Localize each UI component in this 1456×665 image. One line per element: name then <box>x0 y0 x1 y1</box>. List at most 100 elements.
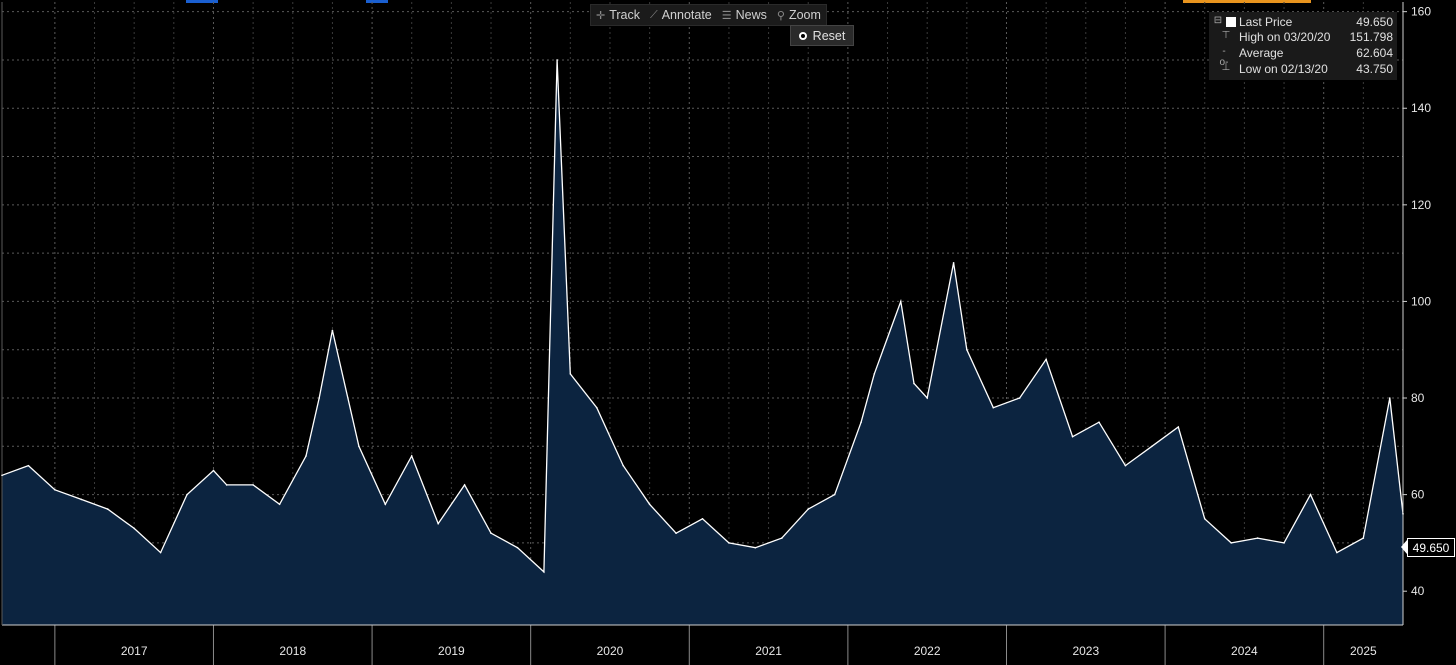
low-marker-icon: ⊥ <box>1221 62 1231 73</box>
low-label: Low on 02/13/20 <box>1239 62 1328 76</box>
data-point <box>410 455 413 457</box>
data-point <box>807 508 810 510</box>
data-point <box>622 464 624 467</box>
top-tab-indicator-3[interactable] <box>1183 0 1311 3</box>
data-point <box>1402 513 1404 515</box>
data-point <box>926 397 928 399</box>
low-value: 43.750 <box>1356 62 1393 76</box>
data-point <box>873 373 876 375</box>
data-point <box>556 59 558 61</box>
reset-icon <box>798 31 807 40</box>
data-point <box>1203 517 1206 520</box>
data-point <box>384 503 387 506</box>
data-point <box>133 527 135 530</box>
data-point <box>952 261 955 264</box>
data-point <box>569 373 572 375</box>
x-tick-label: 2024 <box>1231 644 1258 658</box>
data-point <box>278 503 281 506</box>
data-point <box>833 493 836 496</box>
last-price-tag: 49.650 <box>1401 538 1455 557</box>
data-point <box>1045 358 1047 361</box>
last-price-label: Last Price <box>1239 15 1293 29</box>
data-point <box>463 484 466 486</box>
y-axis-ticks: 40 60 80 100 120 140 160 <box>1403 5 1431 598</box>
data-point <box>1071 435 1074 438</box>
x-tick-label: 2025 <box>1350 644 1377 658</box>
data-point <box>159 551 162 554</box>
average-marker-icon: -o- <box>1219 46 1229 68</box>
y-tick-label: 160 <box>1411 5 1431 19</box>
data-point <box>992 406 995 409</box>
x-axis-ticks: 2017 2018 2019 2020 2021 2022 2023 2024 2025 <box>121 644 1377 658</box>
data-point <box>1388 397 1391 399</box>
high-value: 151.798 <box>1349 30 1393 44</box>
x-tick-label: 2017 <box>121 644 148 658</box>
data-point <box>331 329 334 332</box>
news-tool[interactable]: ☰ News <box>717 5 772 25</box>
data-point <box>305 455 307 457</box>
legend-collapse-icon: ⊟ <box>1213 15 1223 26</box>
data-point <box>358 445 360 448</box>
high-marker-icon: ⊤ <box>1221 30 1231 41</box>
data-point <box>186 493 188 496</box>
legend-last-price[interactable]: ⊟ Last Price 49.650 <box>1209 15 1397 30</box>
data-point <box>543 571 545 573</box>
reset-button[interactable]: Reset <box>790 25 854 46</box>
data-point <box>54 488 56 491</box>
data-point <box>728 542 730 544</box>
x-tick-label: 2021 <box>755 644 782 658</box>
annotate-tool[interactable]: ⟋ Annotate <box>645 5 717 25</box>
y-tick-label: 80 <box>1411 391 1425 405</box>
data-point <box>318 397 321 399</box>
y-tick-label: 140 <box>1411 101 1431 115</box>
magnifier-icon: ⚲ <box>776 9 785 22</box>
data-point <box>490 532 492 535</box>
data-point <box>1309 493 1312 496</box>
data-point <box>1177 426 1180 428</box>
data-point <box>1018 397 1021 399</box>
x-tick-label: 2019 <box>438 644 465 658</box>
y-tick-label: 60 <box>1411 488 1425 502</box>
data-point <box>106 508 109 510</box>
legend-high: ⊤ High on 03/20/20 151.798 <box>1209 30 1397 45</box>
data-point <box>1283 542 1285 544</box>
price-area-fill <box>2 60 1403 625</box>
data-point <box>437 522 439 525</box>
data-point <box>860 421 862 423</box>
data-point <box>1151 445 1153 448</box>
data-point <box>675 532 677 535</box>
crosshair-icon: ✛ <box>596 9 606 22</box>
legend-low: ⊥ Low on 02/13/20 43.750 <box>1209 62 1397 77</box>
data-point <box>1256 537 1259 539</box>
data-point <box>595 406 598 409</box>
x-tick-label: 2020 <box>597 644 624 658</box>
high-label: High on 03/20/20 <box>1239 30 1331 44</box>
data-points <box>1 59 1404 573</box>
data-point <box>252 484 254 486</box>
chart-toolbar: ✛ Track ⟋ Annotate ☰ News ⚲ Zoom <box>590 4 827 26</box>
news-label: News <box>735 8 767 22</box>
data-point <box>212 469 215 472</box>
data-point <box>80 498 83 501</box>
reset-label: Reset <box>812 28 846 43</box>
data-point <box>1 474 3 477</box>
data-point <box>899 300 902 303</box>
legend: ⊟ Last Price 49.650 ⊤ High on 03/20/20 1… <box>1209 12 1397 80</box>
data-point <box>225 484 228 486</box>
top-tab-indicator-2[interactable] <box>366 0 388 3</box>
data-point <box>1124 464 1127 467</box>
x-tick-label: 2022 <box>914 644 941 658</box>
data-point <box>754 546 757 549</box>
top-tab-indicator-1[interactable] <box>186 0 218 3</box>
pencil-icon: ⟋ <box>650 8 658 21</box>
y-tick-label: 40 <box>1411 584 1425 598</box>
y-tick-label: 120 <box>1411 198 1431 212</box>
data-point <box>701 517 704 520</box>
zoom-tool[interactable]: ⚲ Zoom <box>772 5 826 25</box>
average-label: Average <box>1239 46 1284 60</box>
track-label: Track <box>609 8 641 22</box>
data-point <box>913 382 915 385</box>
data-point <box>648 503 651 506</box>
track-tool[interactable]: ✛ Track <box>591 5 645 25</box>
